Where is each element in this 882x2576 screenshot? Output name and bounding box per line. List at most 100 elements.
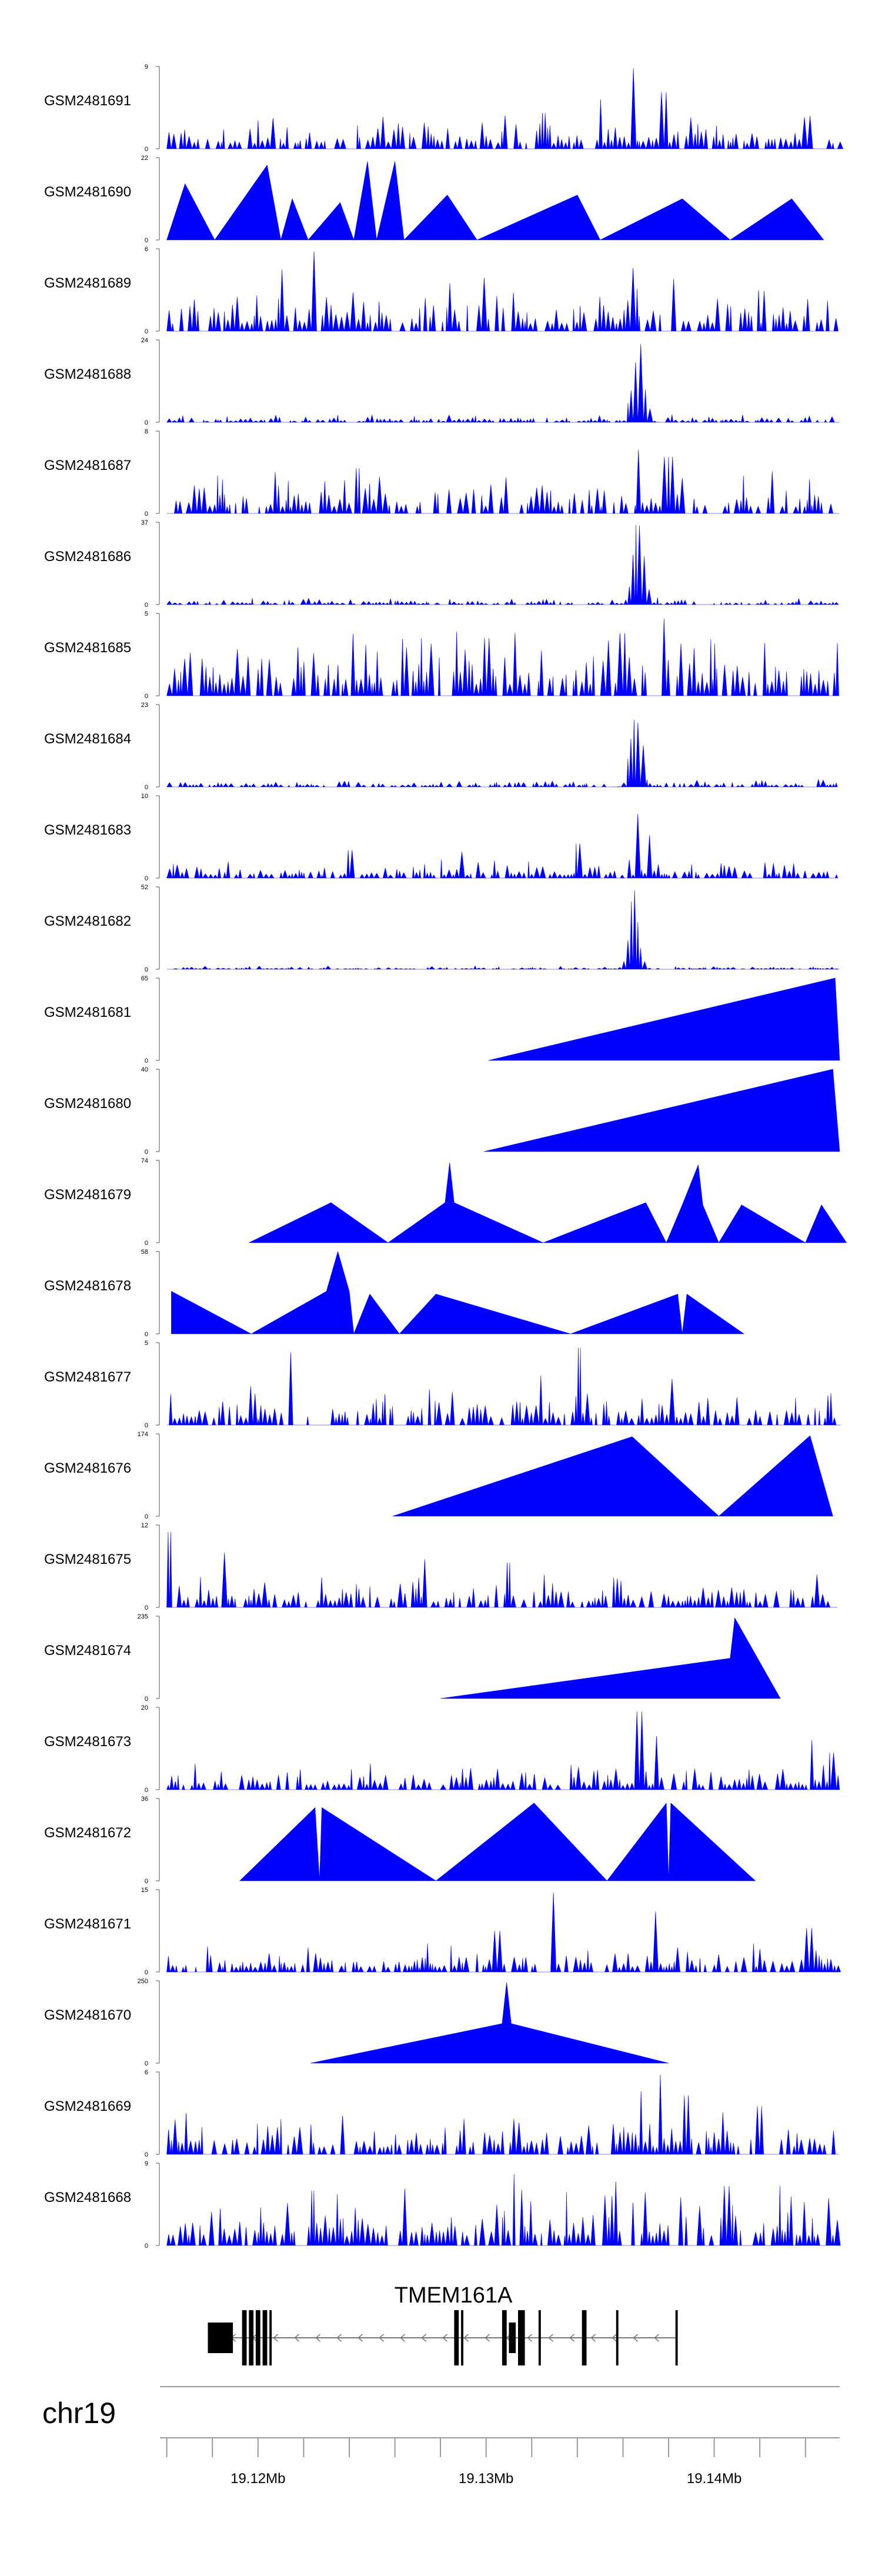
track-GSM2481690: GSM2481690 22 0 bbox=[44, 155, 824, 244]
y-axis-zero-label: 0 bbox=[145, 1696, 148, 1703]
y-axis-zero-label: 0 bbox=[145, 237, 148, 244]
track-GSM2481675: GSM2481675 12 0 bbox=[44, 1522, 838, 1611]
track-label: GSM2481687 bbox=[44, 458, 131, 473]
track-label: GSM2481672 bbox=[44, 1825, 131, 1841]
y-axis-max-label: 9 bbox=[145, 64, 148, 71]
track-GSM2481676: GSM2481676 174 0 bbox=[44, 1431, 833, 1520]
exon bbox=[675, 2310, 678, 2365]
y-axis-zero-label: 0 bbox=[145, 1513, 148, 1520]
exon bbox=[226, 2323, 233, 2353]
track-label: GSM2481679 bbox=[44, 1187, 131, 1203]
exon bbox=[502, 2310, 507, 2365]
gene-annotation: TMEM161A bbox=[208, 2283, 678, 2365]
strand-arrow-icon bbox=[612, 2334, 617, 2342]
track-label: GSM2481686 bbox=[44, 549, 131, 565]
y-axis-zero-label: 0 bbox=[145, 1969, 148, 1976]
exon bbox=[255, 2310, 260, 2365]
strand-arrow-icon bbox=[527, 2334, 532, 2342]
y-axis-zero-label: 0 bbox=[145, 1604, 148, 1611]
signal-area bbox=[166, 1347, 841, 1426]
signal-area bbox=[488, 977, 840, 1061]
signal-area bbox=[483, 1069, 840, 1152]
y-axis-max-label: 10 bbox=[141, 793, 148, 800]
y-axis-max-label: 12 bbox=[141, 1522, 148, 1529]
chromosome-label: chr19 bbox=[42, 2397, 116, 2430]
axis-tick-label: 19.14Mb bbox=[687, 2471, 741, 2487]
y-axis-max-label: 58 bbox=[141, 1249, 148, 1256]
y-axis-max-label: 15 bbox=[141, 1887, 148, 1894]
exon bbox=[538, 2310, 541, 2365]
track-GSM2481678: GSM2481678 58 0 bbox=[44, 1249, 745, 1338]
exon bbox=[208, 2323, 226, 2353]
strand-arrow-icon bbox=[633, 2334, 638, 2342]
y-axis-max-label: 65 bbox=[141, 975, 148, 982]
exon bbox=[518, 2310, 525, 2365]
track-label: GSM2481690 bbox=[44, 184, 131, 200]
track-GSM2481673: GSM2481673 20 0 bbox=[44, 1704, 840, 1794]
signal-area bbox=[310, 1982, 669, 2064]
genome-axis: chr19 19.12Mb 19.13Mb 19.14Mb bbox=[42, 2386, 840, 2487]
exon bbox=[461, 2310, 463, 2365]
y-axis-zero-label: 0 bbox=[145, 875, 148, 882]
strand-arrow-icon bbox=[336, 2334, 342, 2342]
y-axis-zero-label: 0 bbox=[145, 602, 148, 609]
y-axis-max-label: 235 bbox=[138, 1613, 148, 1620]
track-label: GSM2481675 bbox=[44, 1551, 131, 1567]
track-label: GSM2481684 bbox=[44, 731, 131, 747]
signal-area bbox=[166, 449, 839, 515]
axis-tick-label: 19.13Mb bbox=[459, 2471, 513, 2487]
y-axis-zero-label: 0 bbox=[145, 510, 148, 518]
track-GSM2481691: GSM2481691 9 0 bbox=[44, 64, 844, 153]
exon bbox=[269, 2310, 272, 2365]
track-GSM2481668: GSM2481668 9 0 bbox=[44, 2160, 841, 2250]
track-GSM2481686: GSM2481686 37 0 bbox=[44, 519, 839, 609]
signal-area bbox=[166, 2074, 840, 2155]
y-axis-zero-label: 0 bbox=[145, 1878, 148, 1885]
track-label: GSM2481688 bbox=[44, 366, 131, 382]
signal-area bbox=[166, 890, 839, 970]
y-axis-zero-label: 0 bbox=[145, 146, 148, 153]
exon bbox=[582, 2310, 587, 2365]
y-axis-zero-label: 0 bbox=[145, 328, 148, 335]
strand-arrow-icon bbox=[273, 2334, 278, 2342]
strand-arrow-icon bbox=[400, 2334, 405, 2342]
signal-area bbox=[166, 1531, 838, 1609]
strand-arrow-icon bbox=[379, 2334, 384, 2342]
signal-area bbox=[166, 813, 838, 879]
y-axis-zero-label: 0 bbox=[145, 1422, 148, 1429]
track-GSM2481670: GSM2481670 250 0 bbox=[44, 1978, 669, 2067]
signal-area bbox=[392, 1435, 833, 1517]
strand-arrow-icon bbox=[548, 2334, 553, 2342]
signal-area bbox=[166, 2174, 841, 2246]
track-label: GSM2481671 bbox=[44, 1916, 131, 1932]
track-label: GSM2481677 bbox=[44, 1369, 131, 1385]
y-axis-zero-label: 0 bbox=[145, 693, 148, 700]
y-axis-max-label: 8 bbox=[145, 428, 148, 435]
track-label: GSM2481669 bbox=[44, 2098, 131, 2114]
strand-arrow-icon bbox=[654, 2334, 659, 2342]
track-label: GSM2481680 bbox=[44, 1096, 131, 1112]
y-axis-zero-label: 0 bbox=[145, 1331, 148, 1338]
y-axis-zero-label: 0 bbox=[145, 2060, 148, 2067]
y-axis-max-label: 52 bbox=[141, 884, 148, 891]
signal-area bbox=[171, 1250, 745, 1334]
y-axis-max-label: 36 bbox=[141, 1796, 148, 1803]
track-GSM2481674: GSM2481674 235 0 bbox=[44, 1613, 781, 1703]
strand-arrow-icon bbox=[442, 2334, 447, 2342]
strand-arrow-icon bbox=[485, 2334, 490, 2342]
track-GSM2481685: GSM2481685 5 0 bbox=[44, 610, 839, 700]
strand-arrow-icon bbox=[590, 2334, 596, 2342]
signal-area bbox=[166, 343, 840, 423]
y-axis-zero-label: 0 bbox=[145, 2151, 148, 2158]
y-axis-zero-label: 0 bbox=[145, 1149, 148, 1156]
track-GSM2481680: GSM2481680 40 0 bbox=[44, 1066, 840, 1156]
track-label: GSM2481689 bbox=[44, 275, 131, 291]
track-GSM2481672: GSM2481672 36 0 bbox=[44, 1796, 756, 1885]
signal-area bbox=[166, 719, 838, 788]
track-label: GSM2481691 bbox=[44, 93, 131, 109]
tracks-layer: GSM248169190GSM2481690220GSM248168960GSM… bbox=[44, 64, 847, 2250]
track-label: GSM2481674 bbox=[44, 1643, 131, 1659]
y-axis-max-label: 24 bbox=[141, 337, 148, 344]
exon bbox=[454, 2310, 459, 2365]
y-axis-max-label: 250 bbox=[138, 1978, 148, 1985]
